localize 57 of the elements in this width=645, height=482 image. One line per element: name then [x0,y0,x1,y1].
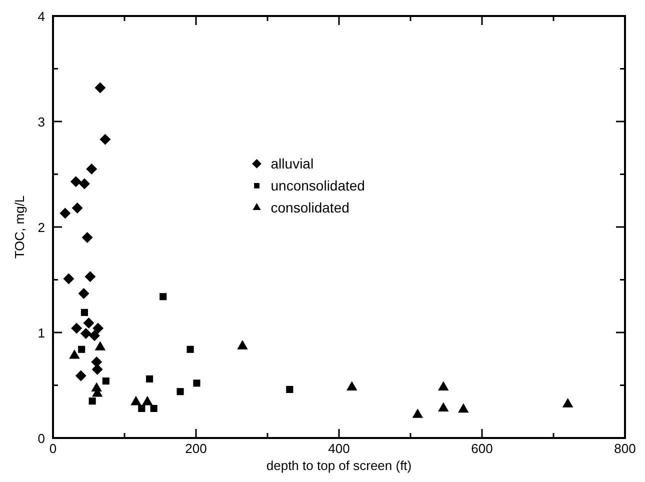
point [102,377,110,385]
point [69,350,80,359]
y-axis-title: TOC, mg/L [12,195,27,259]
legend-label: consolidated [270,200,350,216]
point [82,232,93,244]
point [84,271,96,282]
point [94,341,106,350]
point [94,82,106,94]
point [193,380,200,387]
y-tick-label: 1 [38,326,45,340]
point [88,330,100,342]
point [88,398,96,405]
point [176,388,184,396]
point [78,288,90,299]
legend-label: unconsolidated [270,178,365,194]
x-tick-label: 600 [471,441,493,456]
point [91,356,102,368]
point [86,163,98,174]
x-tick-label: 400 [328,441,350,456]
point [438,402,449,412]
point [70,176,82,188]
point [562,398,574,408]
point [412,408,424,418]
point [92,322,104,334]
point [75,370,86,382]
point [160,293,167,300]
x-axis-title: depth to top of screen (ft) [266,458,412,473]
point [142,396,153,406]
point [60,208,71,219]
y-tick-label: 0 [38,431,45,446]
point [71,322,82,334]
point [63,273,74,284]
point [78,346,86,353]
point [146,375,154,382]
point [286,386,294,394]
point [150,404,158,412]
point [83,318,94,329]
point [80,308,88,316]
point [138,404,146,412]
y-tick-label: 4 [38,9,45,24]
legend-label: alluvial [270,156,314,172]
point [92,364,103,375]
point [100,134,111,145]
x-tick-label: 800 [614,441,636,456]
point [458,403,469,413]
point [346,381,358,390]
point [72,202,83,214]
y-tick-label: 2 [38,220,45,235]
point [130,396,142,406]
point [438,381,449,390]
point [78,178,90,190]
point [186,346,194,353]
point [237,340,248,350]
x-tick-label: 0 [49,441,57,456]
point [80,328,92,340]
x-tick-label: 200 [185,441,207,456]
y-tick-label: 3 [38,114,45,130]
